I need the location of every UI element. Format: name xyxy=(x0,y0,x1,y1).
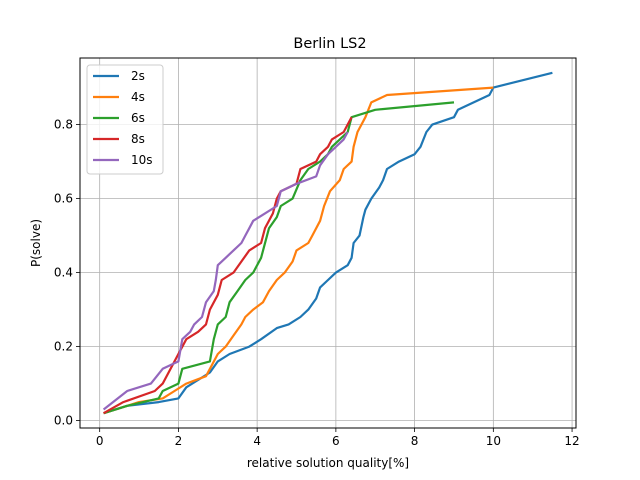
legend: 2s 4s 6s 8s 10s xyxy=(86,64,164,175)
series-line-10s xyxy=(102,131,349,411)
y-tick-label: 0.8 xyxy=(54,118,73,132)
x-tick-label: 2 xyxy=(175,434,183,448)
series-line-6s xyxy=(103,101,455,415)
legend-entry-4s: 4s xyxy=(131,90,145,104)
legend-entry-2s: 2s xyxy=(131,69,145,83)
legend-box xyxy=(86,64,164,175)
x-axis-ticks: 0 2 4 6 8 10 12 xyxy=(96,428,580,448)
y-tick-label: 0.6 xyxy=(54,192,73,206)
x-tick-label: 4 xyxy=(253,434,261,448)
chart-title: Berlin LS2 xyxy=(293,36,366,52)
plot-frame xyxy=(79,57,577,429)
x-tick-label: 8 xyxy=(411,434,419,448)
legend-entry-6s: 6s xyxy=(131,111,145,125)
series-line-2s xyxy=(103,71,553,415)
y-axis-ticks: 0.0 0.2 0.4 0.6 0.8 xyxy=(54,118,80,428)
y-tick-label: 0.0 xyxy=(54,414,73,428)
series-line-8s xyxy=(103,116,353,415)
legend-entry-8s: 8s xyxy=(131,132,145,146)
x-tick-label: 12 xyxy=(564,434,579,448)
x-tick-label: 6 xyxy=(332,434,340,448)
legend-entry-10s: 10s xyxy=(131,153,153,167)
x-axis-label: relative solution quality[%] xyxy=(247,456,409,470)
y-tick-label: 0.4 xyxy=(54,266,73,280)
x-tick-label: 0 xyxy=(96,434,104,448)
y-axis-label: P(solve) xyxy=(29,219,43,267)
series-line-4s xyxy=(103,86,494,415)
series-layer xyxy=(102,71,553,415)
x-tick-label: 10 xyxy=(486,434,501,448)
y-tick-label: 0.2 xyxy=(54,340,73,354)
